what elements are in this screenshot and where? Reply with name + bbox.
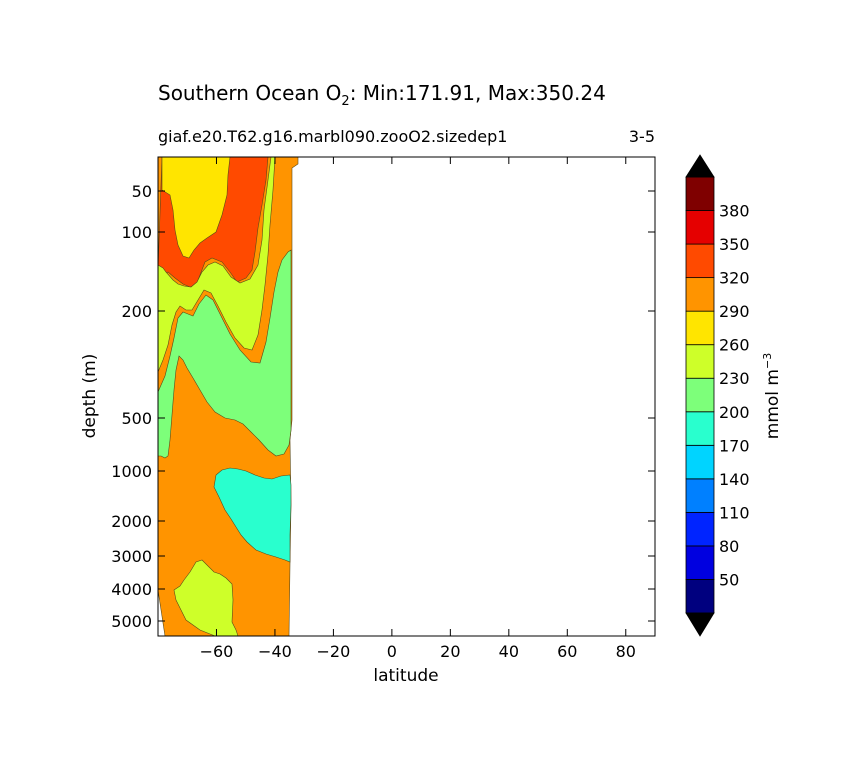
colorbar-swatch [685, 411, 715, 446]
x-tick-label: 80 [616, 642, 636, 661]
colorbar-swatch [685, 511, 715, 547]
colorbar-swatch [685, 243, 715, 279]
colorbar-tick-label: 290 [719, 302, 750, 321]
colorbar-swatch [685, 444, 715, 480]
y-axis-label: depth (m) [80, 354, 100, 439]
x-tick-label: 0 [387, 642, 397, 661]
colorbar-tick-label: 350 [719, 235, 750, 254]
x-tick-label: 20 [440, 642, 460, 661]
chart-subtitle-right: 3-5 [629, 127, 655, 146]
x-tick-label: −60 [200, 642, 234, 661]
y-tick-label: 4000 [111, 580, 152, 599]
colorbar-extend-min [685, 612, 715, 637]
colorbar-tick-label: 260 [719, 336, 750, 355]
colorbar-swatch [685, 176, 715, 211]
chart-title: Southern Ocean O2: Min:171.91, Max:350.2… [158, 81, 606, 109]
colorbar-swatch [685, 310, 715, 346]
contour-regions [157, 156, 299, 637]
y-tick-label: 2000 [111, 512, 152, 531]
y-tick-label: 50 [132, 182, 152, 201]
x-tick-label: −20 [317, 642, 351, 661]
colorbar-extend-max [685, 154, 715, 178]
plot-frame [157, 156, 656, 637]
colorbar-swatch [685, 545, 715, 580]
colorbar-swatch [685, 277, 715, 312]
colorbar-tick-label: 200 [719, 403, 750, 422]
colorbar-swatch [685, 344, 715, 379]
colorbar-swatch [685, 210, 715, 245]
y-tick-label: 100 [121, 223, 152, 242]
y-tick-label: 500 [121, 409, 152, 428]
y-axis: 50 100 200 500 1000 2000 3000 4000 5000 [111, 182, 655, 631]
x-tick-label: −40 [258, 642, 292, 661]
contour-region-200 [157, 249, 292, 459]
colorbar-tick-label: 380 [719, 202, 750, 221]
colorbar-tick-label: 320 [719, 269, 750, 288]
x-axis: −60 −40 −20 0 20 40 60 80 [200, 157, 636, 661]
y-tick-label: 1000 [111, 462, 152, 481]
colorbar-tick-label: 230 [719, 369, 750, 388]
chart-subtitle-left: giaf.e20.T62.g16.marbl090.zooO2.sizedep1 [158, 127, 507, 146]
y-tick-label: 200 [121, 302, 152, 321]
y-tick-label: 3000 [111, 547, 152, 566]
colorbar-swatch [685, 579, 715, 614]
y-tick-label: 5000 [111, 612, 152, 631]
x-tick-label: 40 [499, 642, 519, 661]
contour-region-260 [161, 156, 231, 259]
colorbar-swatch [685, 377, 715, 413]
x-tick-label: 60 [557, 642, 577, 661]
plot-area: −60 −40 −20 0 20 40 60 80 50 100 200 500 1000 2000 30… [111, 156, 656, 661]
contour-region-230 [173, 559, 239, 637]
colorbar-label: mmol m−3 [761, 353, 783, 439]
colorbar-tick-label: 140 [719, 470, 750, 489]
colorbar-tick-label: 170 [719, 436, 750, 455]
x-axis-label: latitude [373, 666, 438, 686]
colorbar-tick-label: 50 [719, 570, 739, 589]
colorbar: 50 80 110 140 170 200 230 260 290 320 350 380 [685, 154, 750, 637]
contour-region-170 [213, 467, 292, 563]
contour-region-230 [157, 156, 276, 373]
colorbar-tick-label: 110 [719, 503, 750, 522]
colorbar-tick-label: 80 [719, 537, 739, 556]
colorbar-swatch [685, 478, 715, 513]
